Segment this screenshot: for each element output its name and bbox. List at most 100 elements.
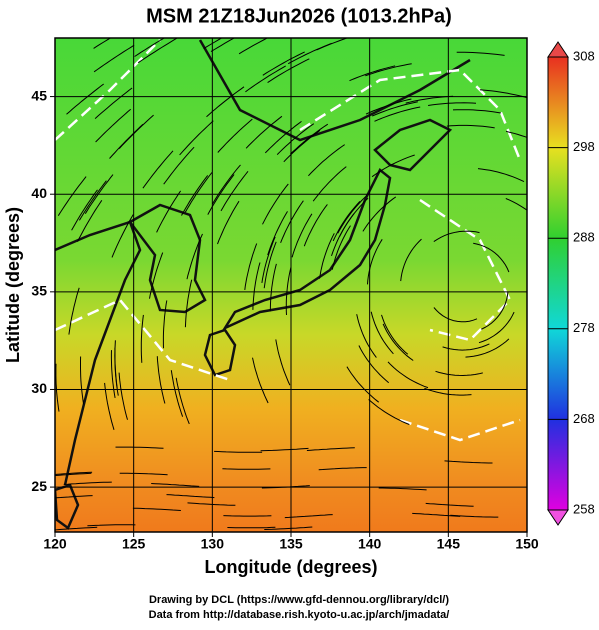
streamline: [477, 168, 525, 183]
streamline: [179, 120, 214, 156]
streamline: [276, 123, 315, 155]
streamline: [381, 314, 409, 355]
streamline: [95, 108, 132, 143]
streamline: [66, 83, 104, 115]
streamline: [210, 38, 236, 53]
streamline: [184, 172, 213, 213]
streamline: [238, 38, 269, 55]
footer-line: Data from http://database.rish.kyoto-u.a…: [149, 609, 450, 621]
streamline: [222, 468, 271, 470]
streamline: [318, 467, 367, 471]
streamline: [456, 51, 505, 56]
streamline: [284, 514, 333, 519]
streamline: [481, 292, 509, 330]
streamline: [337, 195, 368, 234]
y-tick-label: 25: [31, 478, 47, 494]
streamline: [78, 180, 107, 221]
streamline: [104, 382, 115, 430]
streamline: [71, 189, 98, 231]
chart-title: MSM 21Z18Jun2026 (1013.2hPa): [146, 5, 452, 27]
streamline: [84, 174, 114, 214]
streamline: [223, 515, 272, 517]
colorbar-extension-high: [547, 41, 569, 58]
streamline: [306, 447, 355, 451]
streamline: [134, 38, 166, 57]
streamline: [203, 38, 223, 50]
streamline: [55, 471, 93, 475]
streamline: [267, 211, 288, 256]
isotherm: [399, 418, 521, 442]
colorbar-tick-label: 298: [573, 139, 595, 154]
streamline: [87, 524, 136, 527]
streamline: [264, 121, 302, 154]
streamline: [137, 38, 179, 64]
streamline: [217, 200, 240, 245]
y-tick-label: 35: [31, 283, 47, 299]
streamline: [214, 450, 263, 453]
streamline: [163, 146, 195, 185]
streamline: [452, 109, 501, 114]
streamline: [319, 233, 335, 279]
streamline: [245, 115, 283, 149]
coastline: [55, 483, 80, 530]
streamline: [244, 243, 258, 290]
streamline: [372, 101, 419, 117]
colorbar-tick-label: 268: [573, 411, 595, 426]
streamline: [331, 213, 355, 257]
streamline: [283, 130, 321, 163]
streamline: [156, 190, 182, 233]
x-tick-label: 120: [43, 536, 67, 552]
streamline: [371, 154, 415, 178]
x-axis-label: Longitude (degrees): [204, 557, 377, 577]
streamline: [111, 214, 134, 258]
streamline: [142, 150, 174, 189]
streamline: [68, 287, 80, 335]
streamline: [473, 242, 510, 273]
x-tick-label: 135: [279, 536, 303, 552]
streamline: [378, 487, 427, 491]
colorbar-tick-label: 288: [573, 230, 595, 245]
streamline: [275, 339, 291, 386]
streamline: [433, 307, 478, 323]
streamline: [187, 502, 236, 506]
streamline: [262, 51, 305, 76]
streamline: [55, 526, 98, 531]
coastlines: [55, 39, 471, 530]
streamline: [349, 65, 396, 82]
streamline: [262, 183, 289, 225]
streamline: [212, 164, 241, 205]
streamline: [118, 372, 128, 420]
streamline: [263, 241, 277, 289]
streamline: [55, 472, 92, 477]
streamline: [170, 370, 184, 417]
streamline: [435, 370, 483, 377]
streamline: [151, 483, 200, 487]
streamline: [217, 118, 253, 153]
x-tick-label: 145: [437, 536, 461, 552]
streamline: [433, 230, 480, 243]
colorbar-extension-low: [547, 509, 569, 526]
streamlines: [55, 38, 527, 531]
streamline: [346, 366, 380, 403]
streamline: [356, 314, 377, 358]
streamline: [93, 38, 112, 49]
coastline: [373, 118, 453, 172]
x-tick-label: 140: [358, 536, 382, 552]
streamline: [119, 472, 168, 476]
streamline: [331, 225, 351, 270]
streamline: [132, 507, 181, 511]
streamline: [55, 495, 93, 499]
streamline: [110, 350, 116, 398]
streamline: [149, 252, 164, 299]
streamline: [115, 446, 164, 449]
streamline: [94, 87, 133, 119]
streamline: [362, 196, 397, 232]
streamline: [374, 106, 421, 122]
streamline: [289, 123, 329, 155]
colorbar-tick-label: 278: [573, 320, 595, 335]
streamline: [308, 144, 345, 177]
streamline: [368, 399, 410, 425]
streamline: [245, 65, 286, 93]
